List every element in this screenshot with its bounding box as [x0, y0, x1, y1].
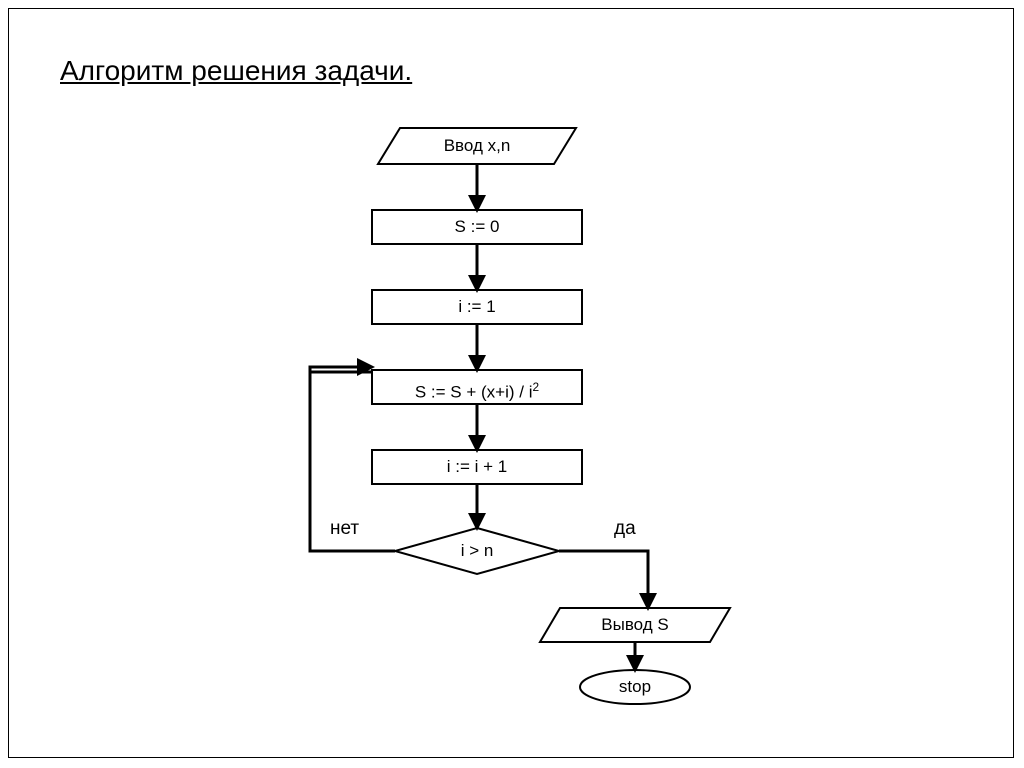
node-cond-label: i > n	[395, 528, 559, 574]
branch-label-да: да	[614, 518, 636, 540]
node-output-label: Вывод S	[540, 608, 730, 642]
edge-cond-output	[559, 551, 648, 608]
node-i1-label: i := 1	[372, 290, 582, 324]
node-sum-label: S := S + (x+i) / i2	[372, 370, 582, 404]
node-s0-label: S := 0	[372, 210, 582, 244]
branch-label-нет: нет	[330, 518, 359, 540]
node-stop-label: stop	[580, 670, 690, 704]
node-input-label: Ввод x,n	[378, 128, 576, 164]
node-inc-label: i := i + 1	[372, 450, 582, 484]
